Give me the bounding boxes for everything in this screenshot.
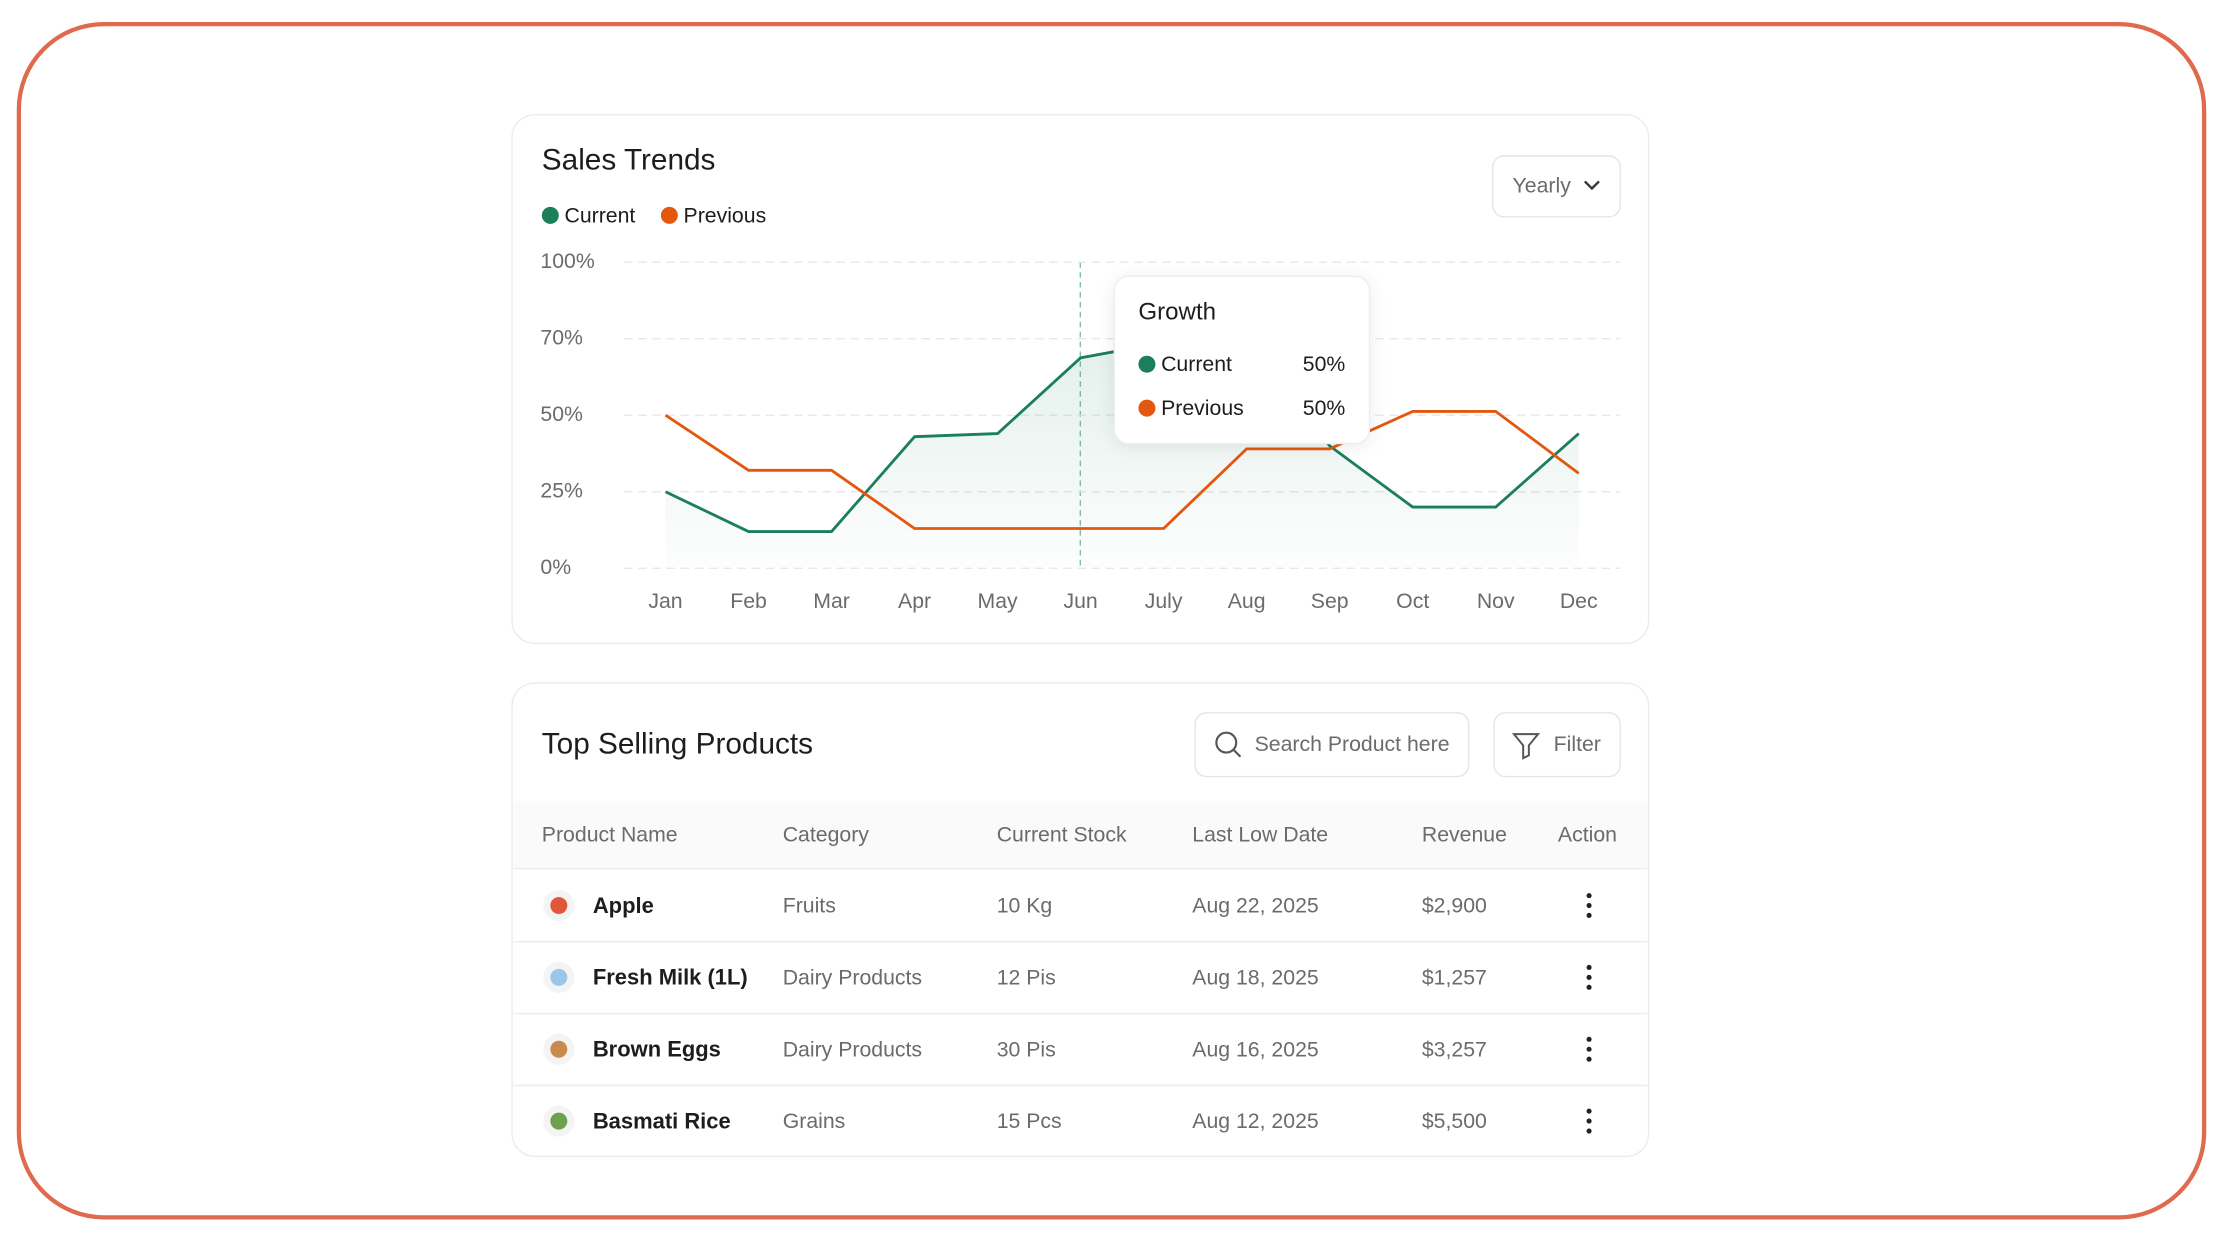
filter-label: Filter [1554,732,1601,756]
area [665,342,1579,569]
chevron [1584,180,1600,191]
action-dot [1586,984,1592,990]
tooltip-value: 50% [1303,352,1346,376]
table-cell: $3,257 [1422,1037,1487,1061]
legend-swatch [541,206,559,224]
table-cell: Aug 22, 2025 [1192,894,1318,918]
column-header: Revenue [1422,823,1507,847]
table-cell: 10 Kg [997,894,1053,918]
column-header: Category [783,823,870,847]
action-dot [1586,1036,1592,1042]
table-cell: Fruits [783,894,836,918]
period-label: Yearly [1513,174,1572,198]
column-header: Last Low Date [1192,823,1328,847]
product-icon [550,1040,568,1058]
table-title: Top Selling Products [542,727,813,760]
tooltip-value: 50% [1303,396,1346,420]
filter-icon [1511,733,1541,760]
table-cell: Aug 16, 2025 [1192,1037,1318,1061]
x-tick-label: Jan [648,589,682,613]
table-header-bg [513,800,1648,869]
table-cell: 12 Pis [997,965,1056,989]
search-icon [1215,731,1238,754]
table-cell: Grains [783,1109,846,1133]
action-dot [1586,974,1592,980]
x-tick-label: Dec [1560,589,1598,613]
chart-title: Sales Trends [542,143,716,176]
search-placeholder: Search Product here [1255,732,1450,756]
table-cell: Dairy Products [783,965,922,989]
action-dot [1586,1046,1592,1052]
x-tick-label: Sep [1311,589,1349,613]
action-dot [1586,1056,1592,1062]
search-icon-handle [1232,748,1242,758]
product-icon [550,1112,568,1130]
column-header: Action [1558,823,1617,847]
legend-swatch [660,206,678,224]
tooltip-label: Current [1161,352,1232,376]
tooltip: Growth Current 50% Previous 50% [1113,275,1371,445]
y-tick-label: 25% [540,478,583,502]
y-tick-label: 50% [540,402,583,426]
table-cell: $1,257 [1422,965,1487,989]
x-tick-label: Jun [1063,589,1097,613]
column-header: Product Name [542,823,678,847]
product-name: Apple [593,893,654,918]
product-name: Basmati Rice [593,1108,731,1133]
action-dot [1586,1128,1592,1134]
product-name: Fresh Milk (1L) [593,965,748,990]
action-dot [1586,1118,1592,1124]
table-cell: Dairy Products [783,1037,922,1061]
plot: 0% 25% 50% 70% 100% Jan Feb Mar Apr May Jun July Aug… [540,249,1621,613]
table-cell: Aug 18, 2025 [1192,965,1318,989]
action-dot [1586,1108,1592,1114]
x-tick-label: Apr [898,589,931,613]
x-tick-label: Feb [730,589,767,613]
tooltip-label: Previous [1161,396,1244,420]
tooltip-swatch [1138,399,1156,417]
filter-button[interactable] [1493,712,1621,778]
product-icon [550,968,568,986]
legend-label: Previous [684,203,767,227]
tooltip-box [1113,275,1371,445]
x-tick-label: Mar [813,589,850,613]
x-tick-label: Oct [1396,589,1429,613]
x-tick-label: May [978,589,1019,613]
table: Product Name Category Current Stock Last Lo… [513,823,1648,1137]
table-cell: 15 Pcs [997,1109,1062,1133]
line [664,409,1580,530]
tooltip-title: Growth [1138,299,1216,326]
table-cell: Aug 12, 2025 [1192,1109,1318,1133]
y-tick-label: 100% [540,249,594,273]
y-tick-label: 0% [540,555,571,579]
table-cell: 30 Pis [997,1037,1056,1061]
table-cell: $5,500 [1422,1109,1487,1133]
y-tick-label: 70% [540,325,583,349]
product-icon [550,897,568,915]
tooltip-swatch [1138,355,1156,373]
column-header: Current Stock [997,823,1127,847]
x-tick-label: Nov [1477,589,1515,613]
legend-label: Current [564,203,635,227]
action-dot [1586,893,1592,899]
period-selector[interactable] [1492,155,1621,218]
search-box[interactable] [1194,712,1470,778]
action-dot [1586,912,1592,919]
action-dot [1586,903,1592,909]
product-name: Brown Eggs [593,1036,721,1061]
x-tick-label: Aug [1228,589,1266,613]
x-tick-label: July [1145,589,1183,613]
action-dot [1586,964,1592,971]
table-cell: $2,900 [1422,894,1487,918]
